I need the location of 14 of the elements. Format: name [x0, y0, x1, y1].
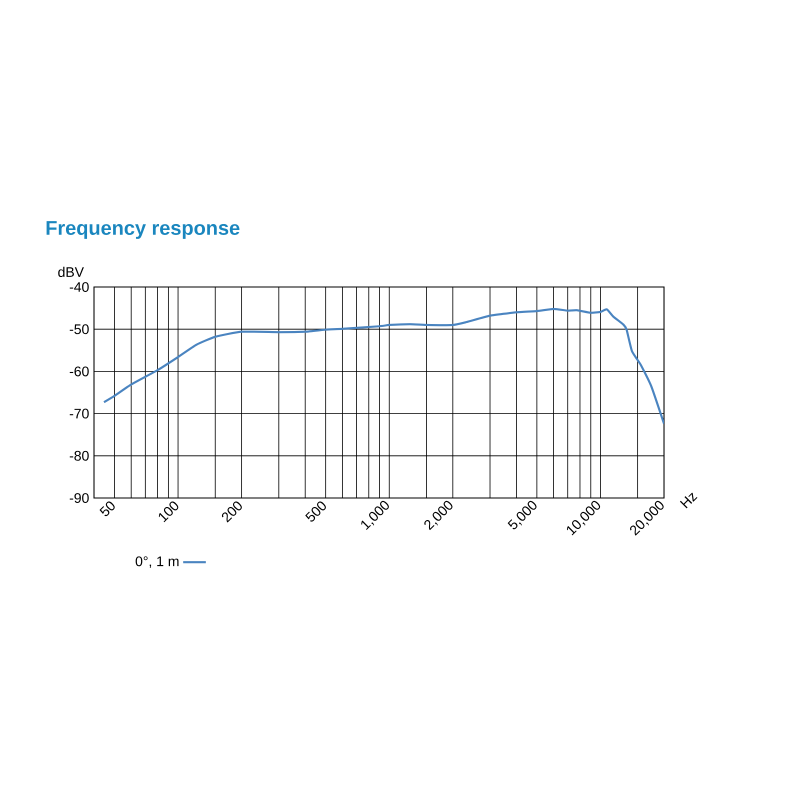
x-tick-label: 500 [305, 501, 326, 522]
x-tick-label: 200 [222, 501, 242, 523]
x-tick-label: 50 [100, 501, 115, 516]
chart-title: Frequency response [46, 221, 240, 239]
y-tick-label: -70 [70, 408, 89, 419]
y-tick-label: -80 [70, 450, 89, 461]
y-tick-label: -40 [70, 282, 89, 292]
legend-label: 0°, 1 m [136, 556, 179, 568]
y-tick-label: -50 [70, 324, 89, 334]
y-tick-label: -90 [70, 493, 89, 503]
y-tick-label: -60 [70, 366, 89, 376]
x-tick-label: 100 [158, 501, 178, 522]
y-axis-title: dBV [58, 266, 84, 278]
x-axis-title: Hz [680, 492, 698, 508]
